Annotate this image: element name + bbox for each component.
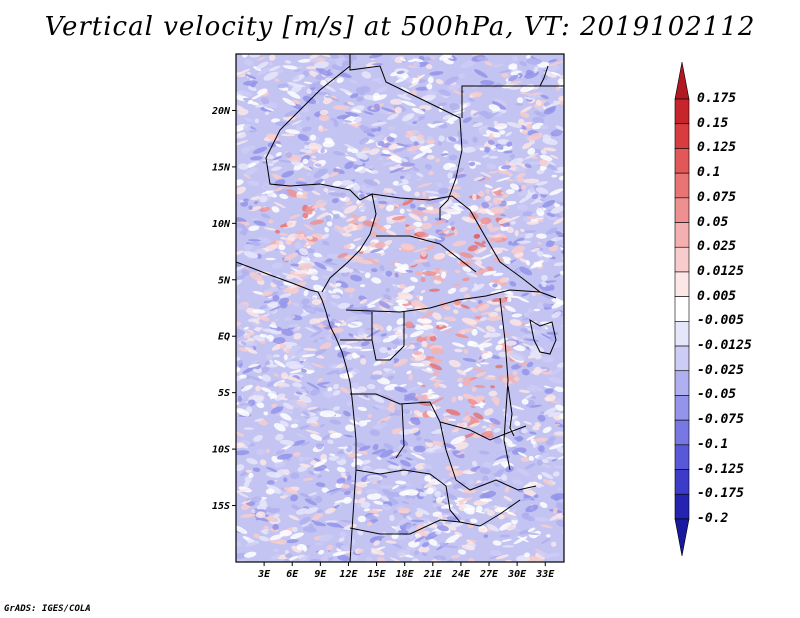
lake-border: [529, 318, 557, 355]
longitude-axis: 3E 6E 9E 12E 15E 18E 21E 24E 27E 30E 33E: [257, 562, 555, 580]
colorbar-swatch: [674, 61, 690, 100]
colorbar-level-label: -0.025: [697, 362, 744, 378]
lon-tick-label: 33E: [535, 569, 555, 580]
border-line: [376, 235, 477, 273]
colorbar-level-label: 0.075: [697, 189, 737, 205]
border-line: [345, 289, 541, 313]
lat-tick-label: 15S: [212, 501, 230, 512]
colorbar-swatch: [674, 222, 690, 248]
border-line: [371, 193, 557, 299]
lon-tick-label: 12E: [339, 569, 358, 580]
border-line: [395, 403, 405, 459]
colorbar-swatch: [674, 345, 690, 372]
border-line: [349, 54, 463, 220]
lat-tick-label: 10S: [212, 445, 230, 456]
lat-tick-label: 15N: [212, 162, 231, 173]
colorbar-swatch: [674, 98, 690, 125]
lon-tick-label: 6E: [286, 569, 299, 580]
lon-tick-label: 3E: [257, 569, 271, 580]
velocity-anomalies: [236, 54, 564, 562]
colorbar-swatch: [674, 246, 690, 273]
lon-tick-label: 30E: [507, 569, 527, 580]
lon-tick-label: 27E: [479, 569, 499, 580]
colorbar-level-label: 0.175: [697, 91, 737, 106]
lat-tick-label: 5N: [218, 275, 231, 286]
lat-tick-label: 20N: [211, 106, 231, 117]
colorbar-swatch: [674, 518, 690, 557]
colorbar-level-label: -0.05: [697, 387, 737, 403]
colorbar-swatch: [674, 444, 690, 470]
border-line: [539, 65, 549, 87]
colorbar-swatch: [674, 172, 690, 199]
colorbar-level-label: -0.0125: [697, 338, 752, 354]
lake-border: [507, 385, 515, 437]
colorbar-level-label: 0.1: [697, 165, 721, 181]
grads-credit: GrADS: IGES/COLA: [4, 604, 91, 614]
border-line: [355, 469, 521, 527]
colorbar-swatch: [674, 469, 690, 495]
lat-tick-label: 10N: [212, 219, 231, 230]
colorbar-swatch: [674, 148, 690, 174]
colorbar-level-label: 0.15: [697, 115, 729, 131]
colorbar-level-label: -0.005: [697, 313, 744, 329]
colorbar-swatch: [674, 370, 690, 396]
lat-tick-label: 5S: [218, 388, 230, 399]
country-borders: [236, 54, 564, 562]
colorbar-level-label: 0.0125: [697, 263, 744, 279]
colorbar-level-label: 0.125: [697, 140, 737, 156]
coastline: [236, 261, 357, 562]
lon-tick-label: 15E: [368, 569, 387, 580]
latitude-axis: 20N 15N 10N 5N EQ 5S 10S 15S: [211, 106, 236, 512]
border-line: [461, 85, 564, 118]
border-line: [321, 193, 377, 293]
colorbar-level-label: -0.1: [697, 436, 729, 452]
colorbar-level-label: -0.075: [697, 412, 744, 428]
colorbar-swatch: [674, 395, 690, 421]
colorbar: [674, 61, 690, 557]
colorbar-swatch: [674, 197, 690, 223]
colorbar-level-label: 0.05: [697, 214, 729, 230]
colorbar-level-label: -0.175: [697, 486, 744, 502]
colorbar-level-label: -0.125: [697, 461, 744, 477]
border-line: [439, 421, 537, 491]
border-line: [371, 312, 405, 361]
border-line: [349, 519, 461, 535]
lon-tick-label: 24E: [451, 569, 471, 580]
map-frame: [235, 53, 565, 563]
lat-tick-label: EQ: [218, 332, 230, 343]
colorbar-swatch: [674, 493, 690, 520]
colorbar-swatch: [674, 296, 690, 322]
colorbar-level-label: 0.025: [697, 239, 737, 255]
lon-tick-label: 9E: [314, 569, 327, 580]
lake-border: [499, 297, 511, 471]
colorbar-swatch: [674, 271, 690, 297]
lon-tick-label: 18E: [396, 569, 415, 580]
border-line: [265, 65, 373, 201]
chart-title: Vertical velocity [m/s] at 500hPa, VT: 2…: [44, 12, 756, 42]
colorbar-level-label: 0.005: [697, 288, 737, 304]
colorbar-swatch: [674, 419, 690, 446]
colorbar-swatch: [674, 123, 690, 149]
lon-tick-label: 21E: [423, 569, 443, 580]
colorbar-level-label: -0.2: [697, 511, 729, 526]
colorbar-swatch: [674, 321, 690, 347]
